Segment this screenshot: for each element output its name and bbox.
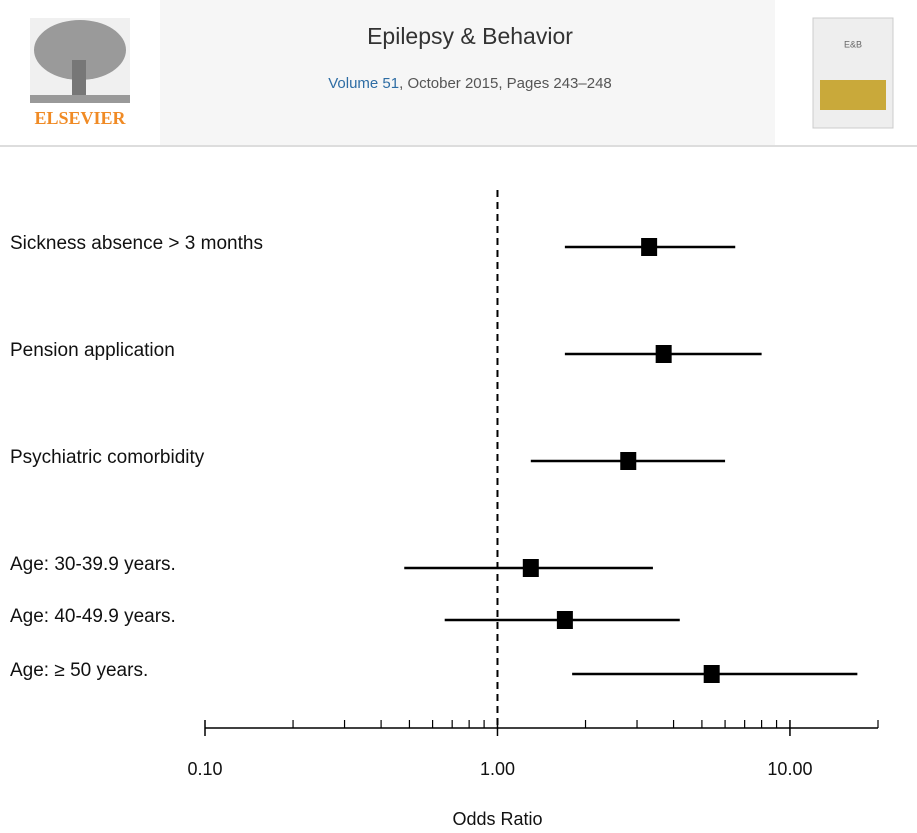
x-tick-label: 10.00 — [767, 759, 812, 779]
row-label: Age: 30-39.9 years. — [10, 554, 176, 575]
publisher-name: ELSEVIER — [34, 108, 126, 128]
point-estimate — [703, 665, 720, 683]
x-tick-label: 1.00 — [480, 759, 515, 779]
row-label: Psychiatric comorbidity — [10, 447, 205, 468]
journal-cover: E&B — [812, 17, 894, 129]
row-label: Pension application — [10, 340, 175, 361]
svg-text:E&B: E&B — [844, 39, 862, 49]
point-estimate — [522, 559, 539, 577]
row-label: Age: ≥ 50 years. — [10, 660, 148, 681]
row-label: Sickness absence > 3 months — [10, 233, 263, 254]
row-label: Age: 40-49.9 years. — [10, 606, 176, 627]
volume-link[interactable]: Volume 51 — [328, 75, 399, 92]
x-axis-label: Odds Ratio — [452, 809, 542, 829]
citation: , October 2015, Pages 243–248 — [399, 75, 612, 92]
point-estimate — [655, 345, 672, 363]
point-estimate — [556, 611, 573, 629]
point-estimate — [620, 452, 637, 470]
point-estimate — [641, 238, 658, 256]
header-band — [160, 0, 775, 145]
citation-line: Volume 51, October 2015, Pages 243–248 — [328, 75, 612, 92]
x-tick-label: 0.10 — [187, 759, 222, 779]
journal-title: Epilepsy & Behavior — [367, 23, 573, 49]
elsevier-logo: ELSEVIER — [30, 18, 130, 128]
